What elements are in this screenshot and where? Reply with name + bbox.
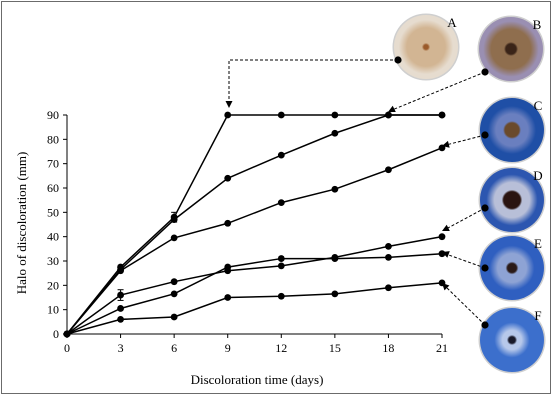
series-line-F: [66, 282, 443, 335]
y-tick-label: 60: [47, 181, 59, 195]
data-point-B: [331, 129, 339, 137]
x-axis-label: Discoloration time (days): [191, 372, 324, 387]
data-point-B: [385, 111, 392, 119]
arrow-line: [391, 71, 486, 111]
series-B: [63, 111, 446, 338]
series-line-B: [66, 114, 442, 335]
data-point-E: [331, 253, 339, 261]
x-tick-label: 3: [118, 341, 124, 355]
arrow-head: [388, 105, 396, 112]
data-point-C: [117, 267, 124, 275]
callout-arrow: [442, 283, 486, 326]
dish-label: F: [534, 308, 541, 323]
data-point-D: [117, 305, 124, 312]
data-point-D: [170, 290, 178, 298]
data-point-E: [385, 243, 392, 250]
dish-label: B: [533, 17, 542, 32]
dish-image: [480, 236, 544, 300]
data-point-D: [277, 255, 285, 262]
dish-label: C: [534, 98, 543, 113]
x-tick-label: 21: [436, 341, 448, 355]
petri-dish-B: B: [477, 15, 545, 83]
callout-arrow: [442, 251, 486, 269]
x-tick-label: 18: [382, 341, 394, 355]
y-tick-label: 80: [47, 132, 59, 146]
petri-dish-C: C: [478, 96, 546, 164]
series-D: [63, 250, 446, 338]
petri-dish-D: D: [478, 166, 546, 234]
data-point-C: [385, 166, 392, 174]
y-tick-label: 0: [53, 327, 59, 341]
data-point-B: [224, 174, 232, 182]
y-tick-label: 40: [47, 230, 59, 244]
data-point-A: [331, 111, 339, 119]
y-tick-label: 90: [47, 108, 59, 122]
x-tick-label: 12: [275, 341, 287, 355]
dish-image: [479, 17, 543, 81]
arrow-head: [225, 101, 233, 108]
callout-arrow: [442, 134, 486, 148]
dish-image: [480, 98, 544, 162]
data-point-A: [277, 111, 285, 119]
data-point-F: [224, 294, 232, 301]
petri-dish-F: F: [478, 306, 546, 374]
data-point-C: [224, 219, 232, 227]
data-point-C: [170, 234, 178, 242]
y-axis-label: Halo of discoloration (mm): [14, 152, 29, 295]
y-tick-label: 70: [47, 157, 59, 171]
data-point-F: [117, 316, 124, 323]
callout-arrow: [388, 71, 486, 112]
callout-arrow: [442, 207, 486, 231]
arrow-head: [442, 283, 450, 291]
series-line-C: [66, 147, 443, 335]
data-point-E: [438, 233, 446, 241]
data-point-C: [277, 199, 285, 207]
series-A: [63, 111, 446, 338]
y-tick-label: 30: [47, 254, 59, 268]
callout-arrow: [225, 59, 398, 108]
x-tick-label: 9: [225, 341, 231, 355]
data-point-E: [277, 262, 285, 270]
data-point-F: [63, 330, 71, 338]
petri-dish-A: A: [392, 13, 460, 81]
y-tick-label: 20: [47, 278, 59, 292]
data-point-B: [277, 151, 285, 159]
data-point-F: [385, 284, 392, 292]
y-tick-label: 50: [47, 205, 59, 219]
data-point-E: [170, 278, 178, 286]
data-point-B: [438, 111, 446, 119]
series-line-D: [66, 252, 443, 335]
arrow-head: [442, 224, 450, 231]
x-tick-label: 6: [171, 341, 177, 355]
dish-image: [394, 15, 458, 79]
arrow-line: [445, 253, 486, 269]
arrow-line: [445, 286, 486, 326]
data-point-A: [224, 111, 232, 119]
series-line-E: [66, 235, 443, 335]
y-tick-label: 10: [47, 303, 59, 317]
series-line-A: [66, 114, 442, 335]
data-point-F: [331, 290, 339, 298]
data-point-E: [224, 267, 232, 275]
dish-label: A: [447, 15, 457, 30]
x-tick-label: 15: [329, 341, 341, 355]
petri-dish-E: E: [478, 234, 546, 302]
arrow-line: [445, 207, 486, 230]
arrow-head: [442, 140, 450, 148]
data-point-F: [170, 313, 178, 321]
arrow-head: [442, 251, 450, 258]
arrow-line: [228, 59, 398, 104]
data-point-F: [277, 292, 285, 300]
dish-image: [480, 308, 544, 372]
x-tick-label: 0: [64, 341, 70, 355]
data-point-D: [385, 253, 392, 261]
dish-label: E: [534, 236, 542, 251]
dish-label: D: [533, 168, 542, 183]
dish-image: [480, 168, 544, 232]
data-point-C: [331, 185, 339, 193]
arrow-line: [445, 134, 486, 146]
